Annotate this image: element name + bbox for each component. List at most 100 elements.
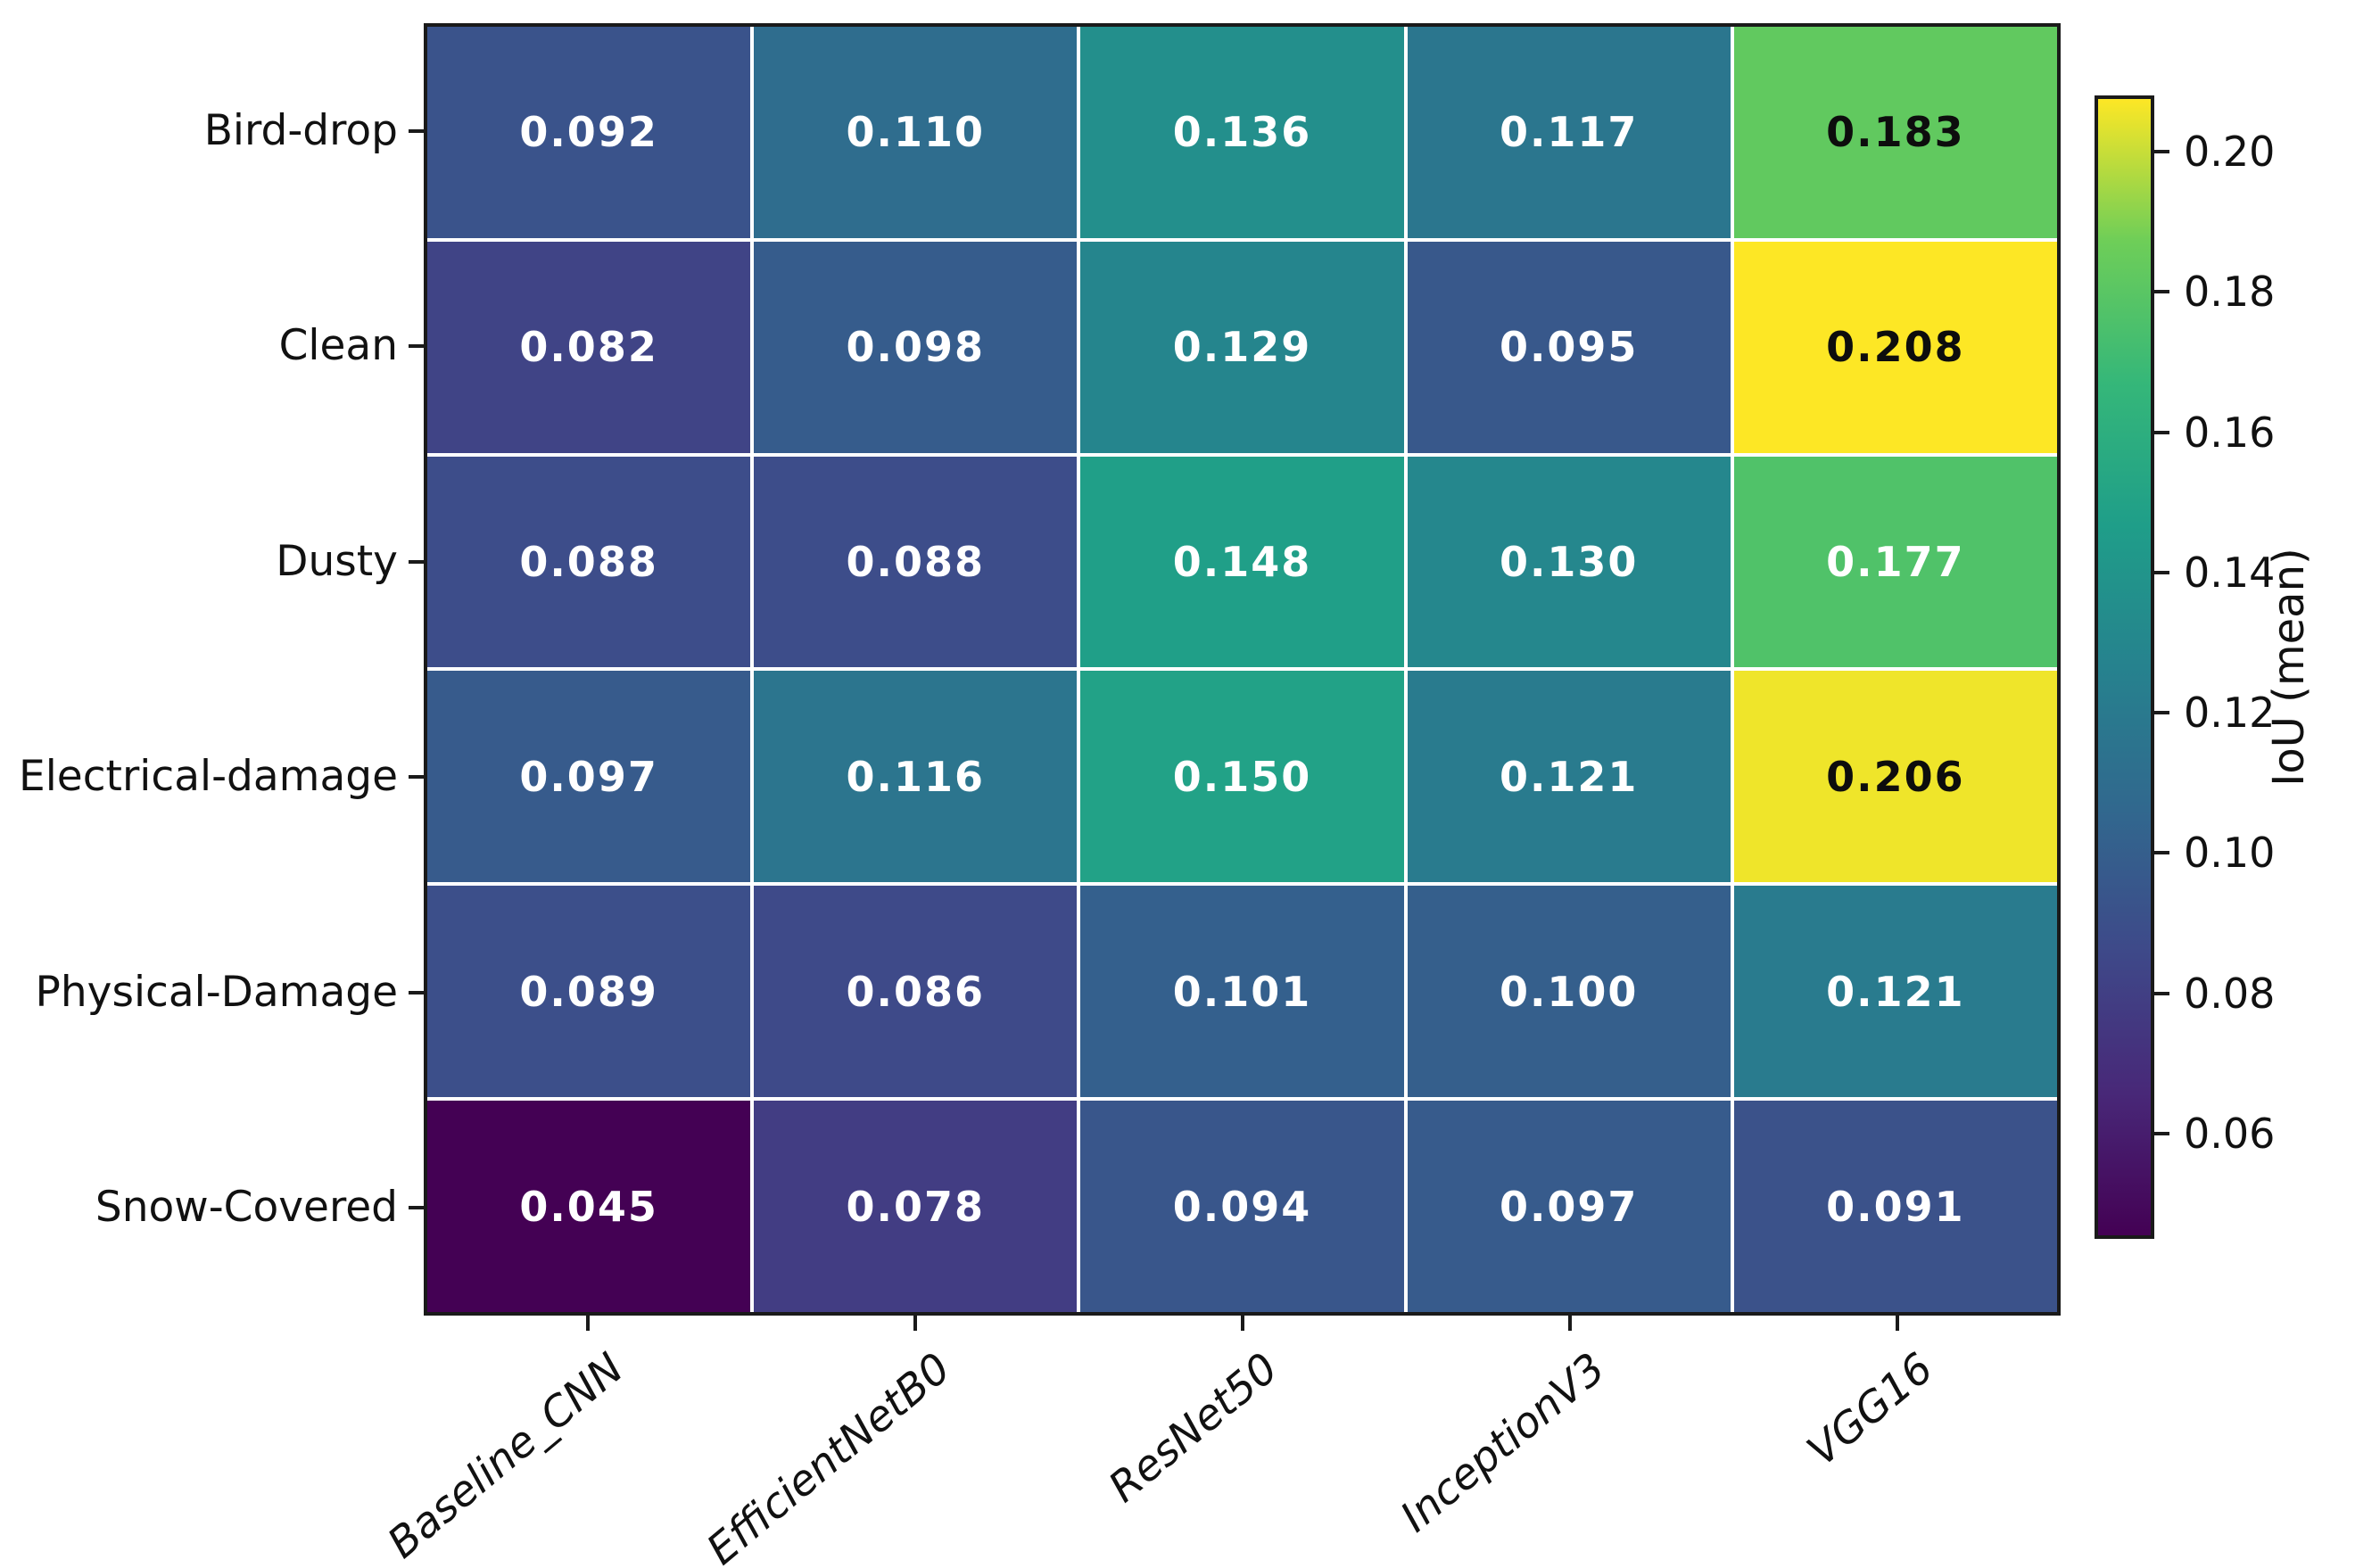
heatmap-cell: 0.148	[1080, 456, 1404, 668]
y-tick-label: Dusty	[276, 536, 398, 586]
y-tick-mark	[409, 559, 424, 564]
colorbar-tick-label: 0.12	[2184, 689, 2276, 738]
cell-value: 0.208	[1826, 323, 1965, 372]
heatmap-cell: 0.097	[1407, 1101, 1731, 1312]
y-tick-label: Bird-drop	[203, 105, 398, 155]
x-tick-mark	[913, 1316, 917, 1331]
cell-value: 0.116	[846, 752, 986, 801]
cell-value: 0.091	[1826, 1182, 1965, 1231]
x-tick-label: EfficientNetB0	[698, 1343, 961, 1568]
y-tick-mark	[409, 344, 424, 349]
cell-value: 0.110	[846, 108, 986, 157]
cell-value: 0.094	[1172, 1182, 1312, 1231]
heatmap-cell: 0.117	[1407, 27, 1731, 238]
x-tick-mark	[1240, 1316, 1244, 1331]
colorbar-tick-label: 0.08	[2184, 969, 2276, 1018]
heatmap-cell: 0.094	[1080, 1101, 1404, 1312]
cell-value: 0.097	[519, 752, 658, 801]
cell-value: 0.177	[1826, 538, 1965, 587]
colorbar-tick-label: 0.14	[2184, 548, 2276, 597]
cell-value: 0.092	[519, 108, 658, 157]
x-tick-label: Baseline_CNN	[378, 1343, 633, 1568]
colorbar-axis-label: IoU (mean)	[2264, 548, 2314, 787]
heatmap-cell: 0.086	[754, 886, 1078, 1098]
colorbar-tick-label: 0.10	[2184, 829, 2276, 878]
heatmap-cell: 0.206	[1733, 671, 2057, 883]
cell-value: 0.082	[519, 323, 658, 372]
cell-value: 0.183	[1826, 108, 1965, 157]
colorbar-tick-mark	[2154, 851, 2169, 855]
cell-value: 0.088	[519, 538, 658, 587]
y-tick-label: Clean	[278, 321, 398, 371]
colorbar-tick-mark	[2154, 570, 2169, 574]
colorbar-tick-label: 0.20	[2184, 127, 2276, 176]
heatmap-cell: 0.078	[754, 1101, 1078, 1312]
x-tick-label: ResNet50	[1099, 1343, 1288, 1513]
cell-value: 0.117	[1499, 108, 1639, 157]
colorbar-tick-mark	[2154, 711, 2169, 715]
x-tick-mark	[585, 1316, 590, 1331]
cell-value: 0.086	[846, 967, 986, 1016]
heatmap-cell: 0.116	[754, 671, 1078, 883]
cell-value: 0.130	[1499, 538, 1639, 587]
heatmap-cell: 0.110	[754, 27, 1078, 238]
x-tick-label: InceptionV3	[1392, 1343, 1615, 1542]
heatmap-cell: 0.088	[754, 456, 1078, 668]
cell-value: 0.121	[1826, 967, 1965, 1016]
heatmap-plot-area: 0.092 0.110 0.136 0.117 0.183 0.082 0.098 0.129…	[424, 23, 2061, 1316]
colorbar-tick-mark	[2154, 991, 2169, 995]
y-tick-label: Physical-Damage	[35, 967, 398, 1017]
x-tick-label: VGG16	[1797, 1343, 1943, 1476]
heatmap-cell: 0.177	[1733, 456, 2057, 668]
heatmap-cell: 0.045	[427, 1101, 751, 1312]
colorbar-gradient	[2095, 95, 2154, 1239]
heatmap-cell: 0.121	[1407, 671, 1731, 883]
heatmap-cell: 0.100	[1407, 886, 1731, 1098]
colorbar-tick-mark	[2154, 430, 2169, 434]
y-tick-mark	[409, 990, 424, 994]
cell-value: 0.097	[1499, 1182, 1639, 1231]
y-tick-mark	[409, 1206, 424, 1210]
cell-value: 0.136	[1172, 108, 1312, 157]
x-tick-mark	[1895, 1316, 1899, 1331]
heatmap-cell: 0.136	[1080, 27, 1404, 238]
colorbar-tick-mark	[2154, 149, 2169, 153]
cell-value: 0.101	[1172, 967, 1312, 1016]
heatmap-cell: 0.091	[1733, 1101, 2057, 1312]
cell-value: 0.098	[846, 323, 986, 372]
cell-value: 0.150	[1172, 752, 1312, 801]
heatmap-cell: 0.089	[427, 886, 751, 1098]
colorbar-tick-label: 0.06	[2184, 1110, 2276, 1159]
colorbar-tick-mark	[2154, 290, 2169, 294]
heatmap-cell: 0.098	[754, 241, 1078, 453]
heatmap-cell: 0.121	[1733, 886, 2057, 1098]
heatmap-cell: 0.129	[1080, 241, 1404, 453]
heatmap-cell: 0.097	[427, 671, 751, 883]
y-tick-label: Snow-Covered	[95, 1183, 398, 1233]
cell-value: 0.121	[1499, 752, 1639, 801]
cell-value: 0.129	[1172, 323, 1312, 372]
cell-value: 0.095	[1499, 323, 1639, 372]
y-tick-mark	[409, 775, 424, 780]
heatmap-cell: 0.183	[1733, 27, 2057, 238]
heatmap-cell: 0.208	[1733, 241, 2057, 453]
y-tick-mark	[409, 128, 424, 133]
colorbar-tick-mark	[2154, 1132, 2169, 1136]
cell-value: 0.206	[1826, 752, 1965, 801]
heatmap-cell: 0.082	[427, 241, 751, 453]
x-tick-mark	[1567, 1316, 1572, 1331]
colorbar-tick-label: 0.18	[2184, 268, 2276, 317]
heatmap-cell: 0.095	[1407, 241, 1731, 453]
cell-value: 0.088	[846, 538, 986, 587]
cell-value: 0.045	[519, 1182, 658, 1231]
heatmap-cell: 0.092	[427, 27, 751, 238]
heatmap-cell: 0.101	[1080, 886, 1404, 1098]
heatmap-cell: 0.088	[427, 456, 751, 668]
cell-value: 0.078	[846, 1182, 986, 1231]
cell-value: 0.148	[1172, 538, 1312, 587]
cell-value: 0.089	[519, 967, 658, 1016]
cell-value: 0.100	[1499, 967, 1639, 1016]
heatmap-cell: 0.150	[1080, 671, 1404, 883]
heatmap-cell: 0.130	[1407, 456, 1731, 668]
